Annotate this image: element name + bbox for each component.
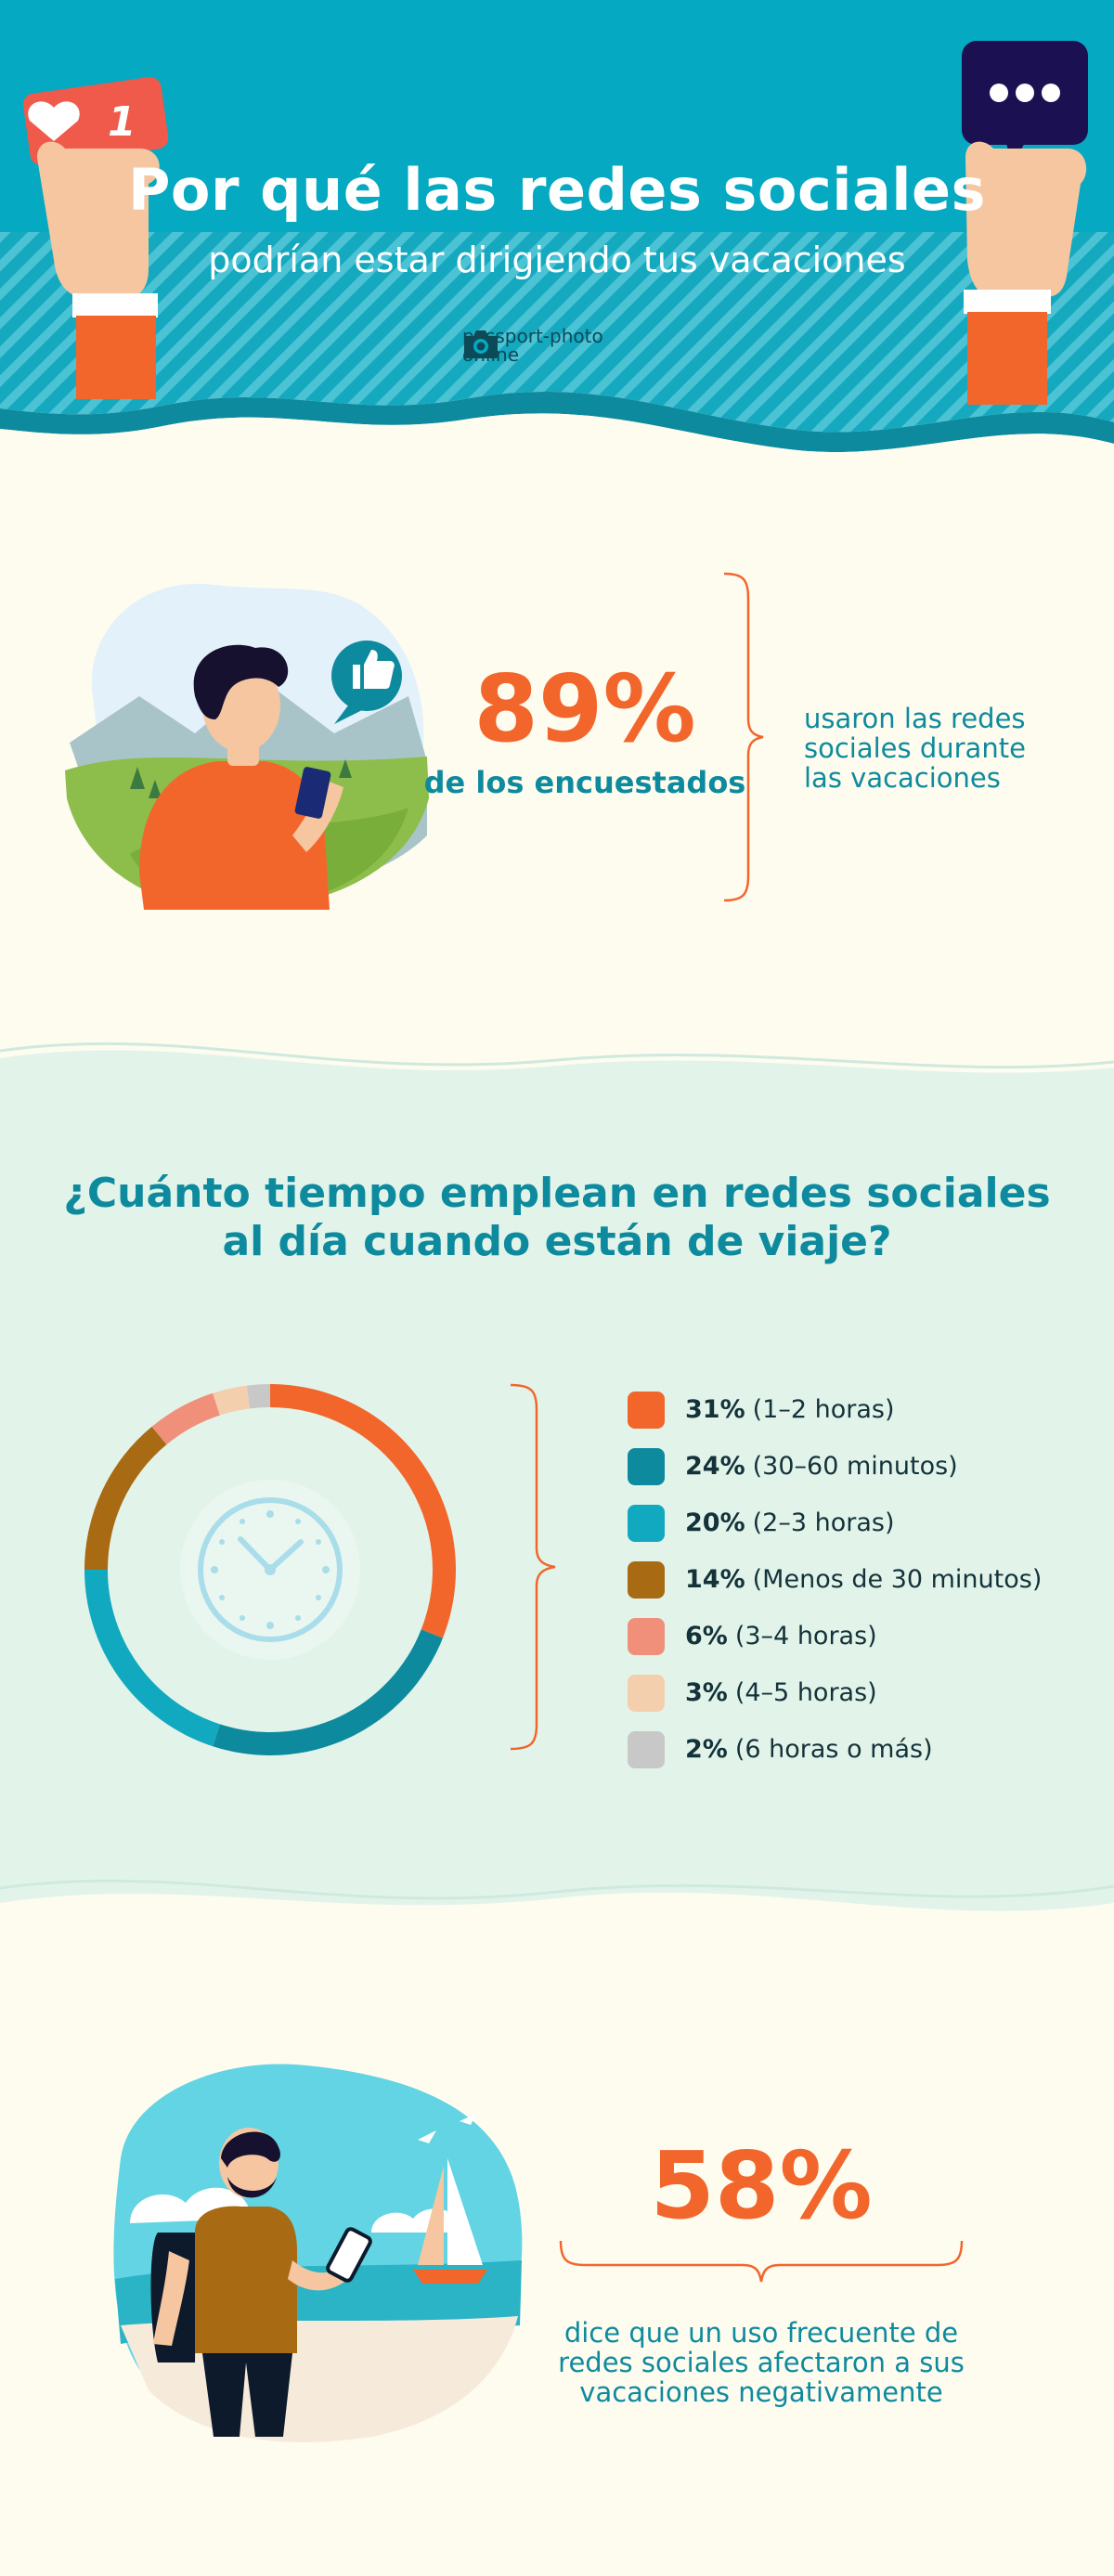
legend-percent: 14% xyxy=(685,1565,745,1594)
legend-percent: 2% xyxy=(685,1735,728,1764)
traveler-with-phone-illustration xyxy=(65,583,429,910)
legend-swatch xyxy=(628,1560,665,1599)
legend-percent: 6% xyxy=(685,1622,728,1650)
donut-slice xyxy=(84,1570,220,1747)
down-brace xyxy=(559,2240,964,2283)
donut-slice xyxy=(84,1426,167,1570)
chart-title: ¿Cuánto tiempo emplean en redes sociales… xyxy=(63,1170,1051,1265)
header-background: 1 xyxy=(0,0,1114,455)
legend-percent: 20% xyxy=(685,1508,745,1537)
clock-icon xyxy=(198,1497,343,1642)
legend-label: (3–4 horas) xyxy=(734,1622,877,1650)
legend-label: (1–2 horas) xyxy=(752,1395,895,1424)
legend-label: (30–60 minutos) xyxy=(752,1452,958,1481)
legend-label: (Menos de 30 minutos) xyxy=(752,1565,1043,1594)
donut-slice xyxy=(213,1385,251,1416)
legend-item: 14% (Menos de 30 minutos) xyxy=(628,1551,1110,1608)
legend-item: 6% (3–4 horas) xyxy=(628,1608,1110,1664)
legend-percent: 3% xyxy=(685,1678,728,1707)
stat-label: de los encuestados xyxy=(423,765,746,800)
legend-percent: 24% xyxy=(685,1452,745,1481)
right-brace xyxy=(723,572,764,902)
legend-item: 20% (2–3 horas) xyxy=(628,1495,1110,1551)
legend-label: (4–5 horas) xyxy=(734,1678,877,1707)
header-banner: 1 Por qué las redes sociales podrían est… xyxy=(0,0,1114,455)
chart-section-background xyxy=(0,1042,1114,1911)
legend-label: (6 horas o más) xyxy=(734,1735,933,1764)
legend-swatch xyxy=(628,1447,665,1485)
stat-value-58: 58% xyxy=(650,2131,873,2240)
legend-item: 31% (1–2 horas) xyxy=(628,1381,1110,1438)
legend-percent: 31% xyxy=(685,1395,745,1424)
page-subtitle: podrían estar dirigiendo tus vacaciones xyxy=(208,239,906,280)
legend-swatch xyxy=(628,1504,665,1542)
legend-swatch xyxy=(628,1617,665,1655)
legend-label: (2–3 horas) xyxy=(752,1508,895,1537)
page-title: Por qué las redes sociales xyxy=(127,156,987,224)
legend-item: 2% (6 horas o más) xyxy=(628,1721,1110,1778)
donut-chart xyxy=(84,1384,456,1755)
legend-item: 3% (4–5 horas) xyxy=(628,1664,1110,1721)
chart-legend: 31% (1–2 horas) 24% (30–60 minutos) 20% (2–3 … xyxy=(628,1381,1110,1778)
donut-slice xyxy=(270,1384,456,1638)
legend-brace xyxy=(510,1383,556,1751)
donut-slice xyxy=(151,1392,220,1445)
donut-slice xyxy=(246,1384,270,1409)
svg-text:1: 1 xyxy=(108,98,136,146)
backpacker-illustration xyxy=(113,2064,523,2442)
thumbs-up-icon xyxy=(331,641,402,724)
legend-swatch xyxy=(628,1391,665,1429)
camera-icon xyxy=(464,330,498,358)
donut-slice xyxy=(213,1629,443,1755)
legend-swatch xyxy=(628,1730,665,1768)
stat2-description: dice que un uso frecuente de redes socia… xyxy=(558,2317,965,2408)
brand-logo: passport-photo online xyxy=(462,327,603,364)
legend-item: 24% (30–60 minutos) xyxy=(628,1438,1110,1495)
stat-description: usaron las redes sociales durante las va… xyxy=(804,703,1026,794)
stat-value-89: 89% xyxy=(473,654,696,763)
legend-swatch xyxy=(628,1674,665,1712)
